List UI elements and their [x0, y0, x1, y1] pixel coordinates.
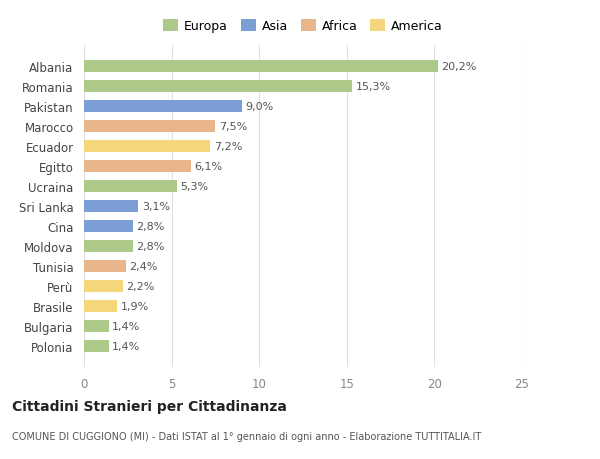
Text: Cittadini Stranieri per Cittadinanza: Cittadini Stranieri per Cittadinanza [12, 399, 287, 413]
Legend: Europa, Asia, Africa, America: Europa, Asia, Africa, America [163, 20, 443, 33]
Text: 3,1%: 3,1% [142, 202, 170, 212]
Text: 7,5%: 7,5% [219, 122, 247, 132]
Bar [84, 101, 242, 112]
Bar [84, 320, 109, 333]
Text: 1,4%: 1,4% [112, 341, 140, 352]
Bar [84, 180, 177, 192]
Bar [84, 261, 126, 273]
Text: 5,3%: 5,3% [181, 182, 208, 191]
Text: 1,4%: 1,4% [112, 322, 140, 331]
Text: 2,2%: 2,2% [126, 281, 154, 291]
Bar [84, 80, 352, 93]
Text: 2,8%: 2,8% [137, 222, 165, 231]
Bar [84, 121, 215, 133]
Text: COMUNE DI CUGGIONO (MI) - Dati ISTAT al 1° gennaio di ogni anno - Elaborazione T: COMUNE DI CUGGIONO (MI) - Dati ISTAT al … [12, 431, 481, 442]
Text: 7,2%: 7,2% [214, 141, 242, 151]
Text: 2,8%: 2,8% [137, 241, 165, 252]
Text: 20,2%: 20,2% [442, 62, 477, 72]
Bar [84, 241, 133, 252]
Bar [84, 280, 122, 292]
Text: 9,0%: 9,0% [245, 101, 274, 112]
Bar [84, 341, 109, 353]
Text: 1,9%: 1,9% [121, 302, 149, 312]
Text: 6,1%: 6,1% [194, 162, 223, 172]
Text: 15,3%: 15,3% [356, 82, 391, 91]
Bar [84, 301, 117, 313]
Bar [84, 161, 191, 173]
Text: 2,4%: 2,4% [130, 262, 158, 272]
Bar [84, 61, 438, 73]
Bar [84, 221, 133, 233]
Bar [84, 201, 139, 213]
Bar [84, 140, 210, 152]
